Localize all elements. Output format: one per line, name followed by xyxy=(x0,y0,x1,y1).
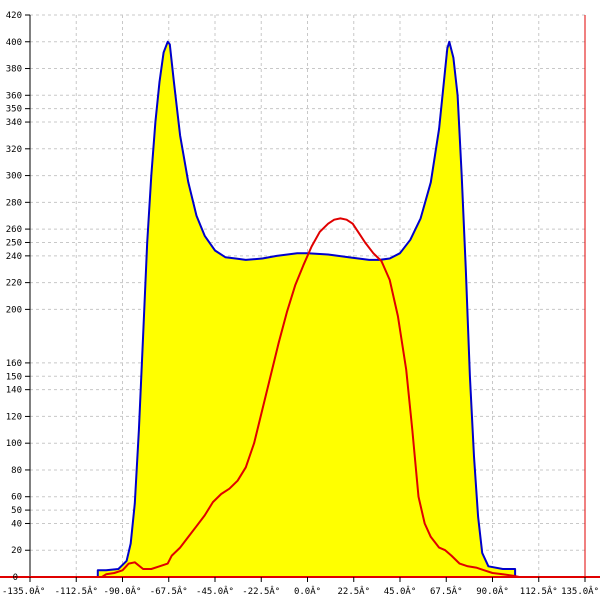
y-tick-label: 40 xyxy=(11,519,22,529)
y-tick-label: 100 xyxy=(6,439,22,449)
y-tick-label: 140 xyxy=(6,386,22,396)
y-tick-label: 400 xyxy=(6,38,22,48)
y-tick-label: 0 xyxy=(13,573,18,583)
y-tick-label: 300 xyxy=(6,172,22,182)
y-tick-label: 280 xyxy=(6,198,22,208)
x-tick-label: -112.5Â° xyxy=(55,585,98,597)
y-tick-label: 150 xyxy=(6,372,22,382)
y-tick-label: 240 xyxy=(6,252,22,262)
x-tick-label: 90.0Â° xyxy=(476,585,509,597)
x-tick-label: -135.0Â° xyxy=(2,585,45,597)
y-tick-label: 50 xyxy=(11,506,22,516)
y-tick-label: 220 xyxy=(6,279,22,289)
series-1-line xyxy=(96,40,517,577)
y-tick-label: 60 xyxy=(11,493,22,503)
x-tick-label: 0.0Â° xyxy=(294,585,321,597)
x-tick-label: -67.5Â° xyxy=(150,585,188,597)
y-tick-label: 120 xyxy=(6,412,22,422)
x-tick-label: 112.5Â° xyxy=(520,585,558,597)
y-tick-label: 380 xyxy=(6,65,22,75)
y-tick-label: 360 xyxy=(6,91,22,101)
y-tick-label: 260 xyxy=(6,225,22,235)
y-tick-label: 320 xyxy=(6,145,22,155)
y-tick-labels: 20 40 50 60 80 100 120 140 150 160 200 220 240 250 260… xyxy=(6,11,30,583)
x-tick-label: -90.0Â° xyxy=(104,585,142,597)
y-tick-label: 340 xyxy=(6,118,22,128)
y-tick-label: 420 xyxy=(6,11,22,21)
x-tick-label: 22.5Â° xyxy=(337,585,370,597)
y-tick-label: 20 xyxy=(11,546,22,556)
x-tick-label: 67.5Â° xyxy=(430,585,463,597)
series-area xyxy=(96,40,520,578)
x-tick-label: -45.0Â° xyxy=(196,585,234,597)
x-tick-labels: -135.0Â° -112.5Â° -90.0Â° -67.5Â° -45.0Â° -22… xyxy=(2,577,599,597)
series-2-line xyxy=(101,217,520,578)
y-tick-label: 250 xyxy=(6,238,22,248)
series-1-area xyxy=(97,41,516,578)
y-tick-label: 160 xyxy=(6,359,22,369)
y-tick-label: 350 xyxy=(6,105,22,115)
x-tick-label: 45.0Â° xyxy=(384,585,417,597)
y-tick-label: 200 xyxy=(6,305,22,315)
y-tick-label: 80 xyxy=(11,466,22,476)
x-tick-label: 135.0Â° xyxy=(561,585,599,597)
x-tick-label: -22.5Â° xyxy=(242,585,280,597)
